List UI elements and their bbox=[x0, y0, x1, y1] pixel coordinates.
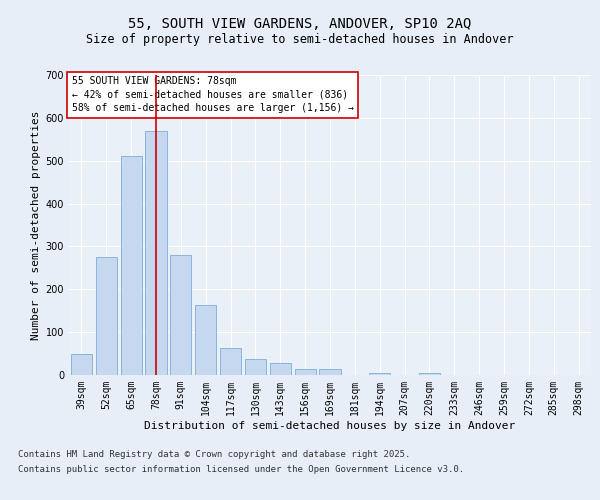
Text: Contains HM Land Registry data © Crown copyright and database right 2025.: Contains HM Land Registry data © Crown c… bbox=[18, 450, 410, 459]
Text: 55, SOUTH VIEW GARDENS, ANDOVER, SP10 2AQ: 55, SOUTH VIEW GARDENS, ANDOVER, SP10 2A… bbox=[128, 18, 472, 32]
Bar bbox=[170, 255, 191, 375]
Bar bbox=[71, 354, 92, 375]
Bar bbox=[220, 348, 241, 375]
Bar bbox=[195, 305, 216, 375]
Text: Contains public sector information licensed under the Open Government Licence v3: Contains public sector information licen… bbox=[18, 465, 464, 474]
Text: 55 SOUTH VIEW GARDENS: 78sqm
← 42% of semi-detached houses are smaller (836)
58%: 55 SOUTH VIEW GARDENS: 78sqm ← 42% of se… bbox=[71, 76, 353, 113]
Bar bbox=[295, 370, 316, 375]
Bar bbox=[245, 358, 266, 375]
Bar bbox=[419, 373, 440, 375]
Y-axis label: Number of semi-detached properties: Number of semi-detached properties bbox=[31, 110, 41, 340]
Bar bbox=[270, 364, 291, 375]
Bar bbox=[121, 156, 142, 375]
Text: Size of property relative to semi-detached houses in Andover: Size of property relative to semi-detach… bbox=[86, 32, 514, 46]
Bar bbox=[96, 257, 117, 375]
X-axis label: Distribution of semi-detached houses by size in Andover: Distribution of semi-detached houses by … bbox=[145, 420, 515, 430]
Bar bbox=[319, 370, 341, 375]
Bar bbox=[369, 373, 390, 375]
Bar bbox=[145, 130, 167, 375]
